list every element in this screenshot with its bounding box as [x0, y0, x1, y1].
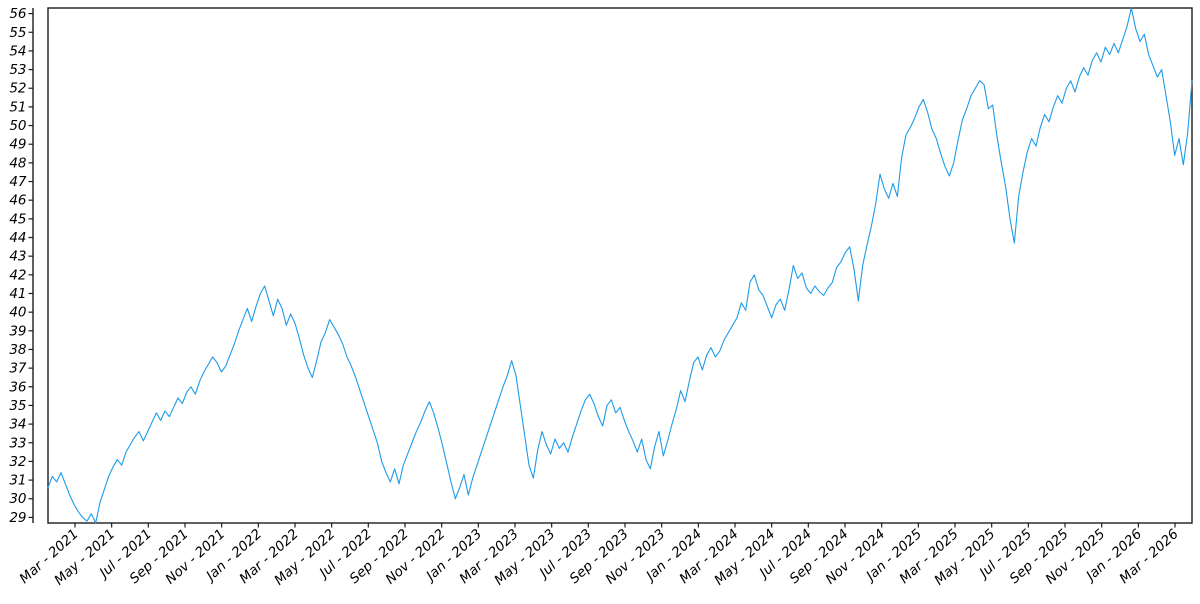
y-tick-label: 47 [9, 174, 27, 190]
y-tick-label: 44 [9, 230, 26, 246]
y-tick-label: 48 [9, 155, 26, 171]
y-tick-label: 45 [9, 211, 26, 227]
y-tick-label: 38 [9, 342, 26, 358]
y-tick-label: 34 [9, 417, 26, 433]
y-tick-label: 31 [9, 473, 26, 489]
y-tick-label: 35 [9, 398, 26, 414]
y-tick-label: 56 [9, 6, 26, 22]
y-tick-label: 55 [9, 25, 26, 41]
y-tick-label: 43 [9, 249, 26, 265]
y-tick-label: 30 [9, 491, 26, 507]
y-tick-label: 39 [9, 323, 26, 339]
data-series-line [47, 7, 1193, 524]
y-tick-label: 51 [9, 99, 26, 115]
y-tick-label: 29 [9, 510, 26, 526]
y-tick-label: 53 [9, 62, 26, 78]
y-tick-label: 36 [9, 379, 26, 395]
y-tick-label: 49 [9, 137, 26, 153]
y-tick-label: 42 [9, 267, 26, 283]
y-tick-label: 52 [9, 81, 26, 97]
y-tick-label: 40 [9, 305, 26, 321]
y-tick-label: 54 [9, 43, 26, 59]
y-tick-label: 37 [9, 361, 27, 377]
y-tick-label: 41 [9, 286, 26, 302]
plot-frame [47, 7, 1193, 524]
y-tick-label: 32 [9, 454, 26, 470]
y-tick-label: 46 [9, 193, 26, 209]
y-tick-label: 33 [9, 435, 26, 451]
y-tick-label: 50 [9, 118, 26, 134]
